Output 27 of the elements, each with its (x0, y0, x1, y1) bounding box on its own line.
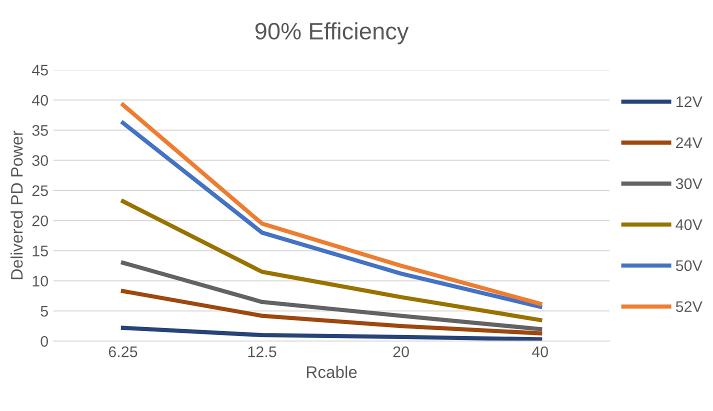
x-tick-label: 6.25 (108, 346, 138, 358)
y-tick-label: 30 (32, 155, 48, 166)
y-tick-label: 40 (32, 94, 48, 106)
y-tick-label: 20 (32, 215, 48, 226)
y-tick-label: 5 (40, 306, 48, 317)
x-tick-label: 20 (393, 346, 409, 358)
line-series (120, 289, 542, 336)
y-axis-title: Delivered PD Power (10, 130, 23, 280)
y-tick-label: 25 (32, 185, 48, 196)
line-series (120, 260, 542, 332)
legend-label: 12V (676, 96, 702, 108)
legend-label: 40V (676, 219, 702, 230)
chart-title: 90% Efficiency (255, 22, 409, 44)
y-tick-label: 45 (32, 64, 48, 76)
y-tick-label: 10 (32, 276, 48, 287)
x-axis-title: Rcable (306, 366, 357, 378)
y-tick-label: 15 (32, 246, 48, 256)
legend-label: 50V (676, 260, 702, 272)
y-tick-label: 35 (32, 125, 48, 136)
legend-label: 52V (676, 301, 702, 312)
x-tick-label: 40 (532, 346, 548, 358)
x-tick-label: 12.5 (248, 346, 276, 358)
legend-label: 24V (676, 137, 702, 148)
y-tick-label: 0 (40, 336, 48, 347)
legend-label: 30V (676, 178, 702, 190)
line-series (120, 326, 542, 342)
line-series (120, 199, 542, 322)
